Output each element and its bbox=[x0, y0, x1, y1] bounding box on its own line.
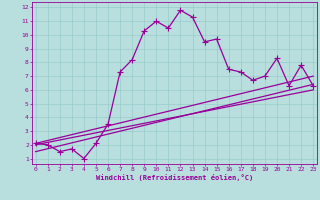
X-axis label: Windchill (Refroidissement éolien,°C): Windchill (Refroidissement éolien,°C) bbox=[96, 174, 253, 181]
